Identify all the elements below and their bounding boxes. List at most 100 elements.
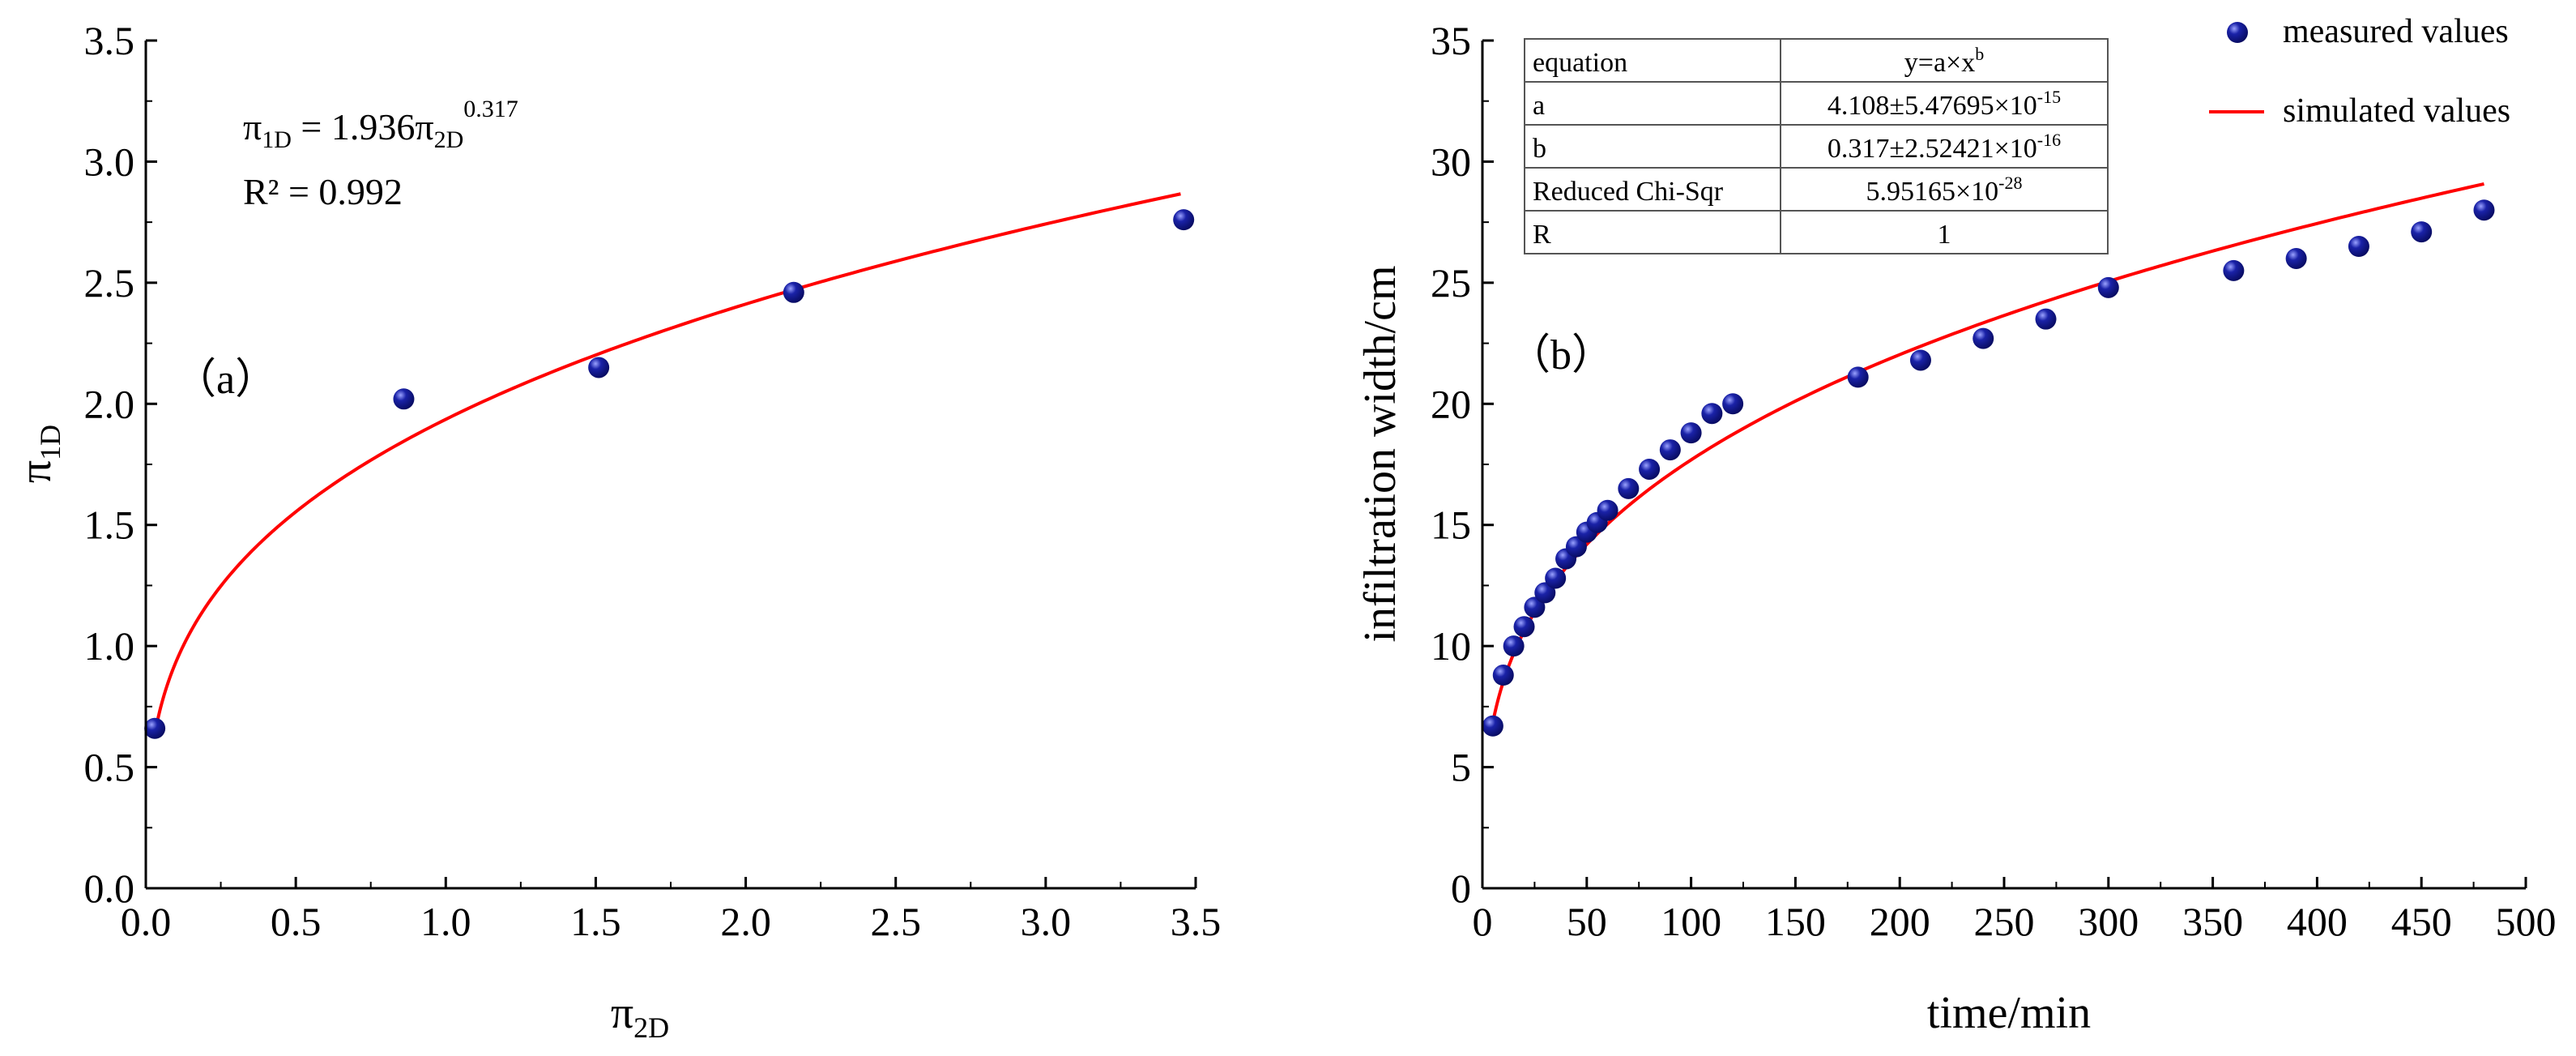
panel-a-xlabel: π2D	[611, 988, 669, 1044]
fit-table-value-sup: b	[1975, 44, 1984, 64]
legend: measured values simulated values	[2209, 13, 2510, 130]
fit-table-label: b	[1533, 134, 1546, 164]
panel-a-ylabel: π1D	[11, 425, 66, 483]
x-tick-label: 1.5	[570, 899, 621, 944]
fit-table-value-main: y=a×x	[1904, 48, 1975, 78]
fit-table-label: a	[1533, 91, 1545, 121]
fit-table-value-main: 0.317±2.52421×10	[1828, 134, 2037, 164]
data-point	[1639, 458, 1661, 480]
x-tick-label: 0.0	[121, 899, 172, 944]
x-tick-label: 400	[2287, 899, 2348, 944]
data-point	[1722, 393, 1744, 415]
data-point	[1503, 635, 1525, 657]
data-point	[588, 357, 610, 378]
y-tick-label: 0.0	[84, 866, 135, 911]
y-tick-label: 25	[1431, 260, 1471, 306]
fit-table-value: y=a×xb	[1904, 44, 1984, 78]
fit-table-value-main: 5.95165×10	[1866, 177, 1998, 207]
x-tick-label: 300	[2078, 899, 2139, 944]
data-point	[393, 388, 415, 410]
panel-b-ylabel: infiltration width/cm	[1355, 265, 1405, 642]
data-point	[144, 717, 166, 739]
fit-table-value-sup: -15	[2037, 87, 2061, 107]
data-point	[1492, 665, 1514, 686]
data-point	[2223, 259, 2245, 281]
panel-a-axes: 0.0 0.5 1.0 1.5 2.0 2.5 3.0 3.5 0.0 0.5 1.0 1.5 2.0 2…	[84, 18, 1222, 944]
x-tick-label: 250	[1974, 899, 2035, 944]
y-tick-label: 20	[1431, 381, 1471, 426]
y-tick-label: 3.5	[84, 18, 135, 63]
x-tick-label: 450	[2391, 899, 2452, 944]
panel-a-equation: π1D = 1.936π2D0.317	[243, 96, 518, 153]
data-point	[783, 281, 804, 303]
y-tick-label: 3.0	[84, 139, 135, 184]
data-point	[2035, 308, 2057, 330]
fit-table-value: 0.317±2.52421×10-16	[1828, 130, 2061, 164]
fit-table-border	[1524, 38, 2109, 254]
data-point	[2285, 247, 2307, 269]
y-tick-label: 5	[1451, 745, 1471, 790]
data-point	[1701, 403, 1723, 425]
data-point	[1618, 477, 1640, 499]
data-point	[1659, 439, 1681, 461]
panel-a-plot-area	[144, 192, 1195, 739]
data-point	[1973, 327, 1994, 349]
fit-table-value-sup: -16	[2037, 130, 2061, 150]
eq-rhs-sup: 0.317	[463, 96, 518, 122]
x-tick-label: 3.0	[1021, 899, 1072, 944]
data-point	[1565, 536, 1587, 558]
fit-table-label: R	[1533, 220, 1551, 250]
fit-table-value: 1	[1938, 220, 1951, 250]
x-tick-label: 1.0	[420, 899, 471, 944]
legend-label-measured: measured values	[2283, 13, 2509, 50]
fit-curve	[1489, 182, 2484, 734]
data-point	[1482, 715, 1503, 737]
data-point	[1597, 499, 1619, 521]
x-tick-label: 3.5	[1171, 899, 1222, 944]
eq-mid: = 1.936	[292, 106, 415, 147]
x-tick-label: 50	[1567, 899, 1607, 944]
data-point	[1680, 422, 1702, 444]
fit-table-value-main: 4.108±5.47695×10	[1828, 91, 2037, 121]
fit-table-value-sup: -28	[1998, 173, 2022, 193]
panel-a-label: （a）	[174, 357, 277, 403]
fit-curve	[153, 192, 1181, 734]
data-point	[1524, 596, 1546, 618]
panel-b: 0 50 100 150 200 250 300 350 400 450 500 0 5 10 15 20 25…	[1355, 13, 2557, 1038]
x-tick-label: 100	[1661, 899, 1721, 944]
eq-lhs-sub: 1D	[262, 126, 292, 153]
panel-a-ylabel-base: π	[11, 460, 61, 483]
eq-lhs-base: π	[243, 106, 262, 147]
fit-table-label: equation	[1533, 48, 1627, 78]
fit-table-value: 5.95165×10-28	[1866, 173, 2022, 207]
y-tick-label: 10	[1431, 623, 1471, 669]
x-tick-label: 0.5	[271, 899, 322, 944]
y-tick-label: 0.5	[84, 745, 135, 790]
panel-b-label: （b）	[1508, 332, 1614, 378]
data-point	[1909, 349, 1931, 371]
x-tick-label: 500	[2496, 899, 2557, 944]
data-point	[2348, 236, 2369, 258]
data-point	[1513, 616, 1535, 638]
y-tick-label: 2.5	[84, 260, 135, 306]
y-tick-label: 1.5	[84, 502, 135, 548]
y-tick-label: 15	[1431, 502, 1471, 548]
data-point	[1545, 567, 1567, 589]
fit-table-value-main: 1	[1938, 220, 1951, 250]
data-point	[2097, 276, 2119, 298]
data-point	[1173, 209, 1195, 231]
x-tick-label: 0	[1473, 899, 1493, 944]
panel-a-xlabel-base: π	[611, 988, 633, 1038]
x-tick-label: 350	[2182, 899, 2243, 944]
eq-rhs-sub: 2D	[434, 126, 464, 153]
y-tick-label: 2.0	[84, 381, 135, 426]
panel-a-xlabel-sub: 2D	[633, 1011, 669, 1044]
fit-table-label: Reduced Chi-Sqr	[1533, 177, 1724, 207]
legend-marker-measured	[2227, 22, 2248, 43]
data-point	[1534, 582, 1556, 604]
panel-b-axes: 0 50 100 150 200 250 300 350 400 450 500 0 5 10 15 20 25…	[1431, 18, 2557, 944]
eq-rhs-base: π	[415, 106, 433, 147]
y-tick-label: 35	[1431, 18, 1471, 63]
panel-a-r2: R² = 0.992	[243, 171, 403, 212]
